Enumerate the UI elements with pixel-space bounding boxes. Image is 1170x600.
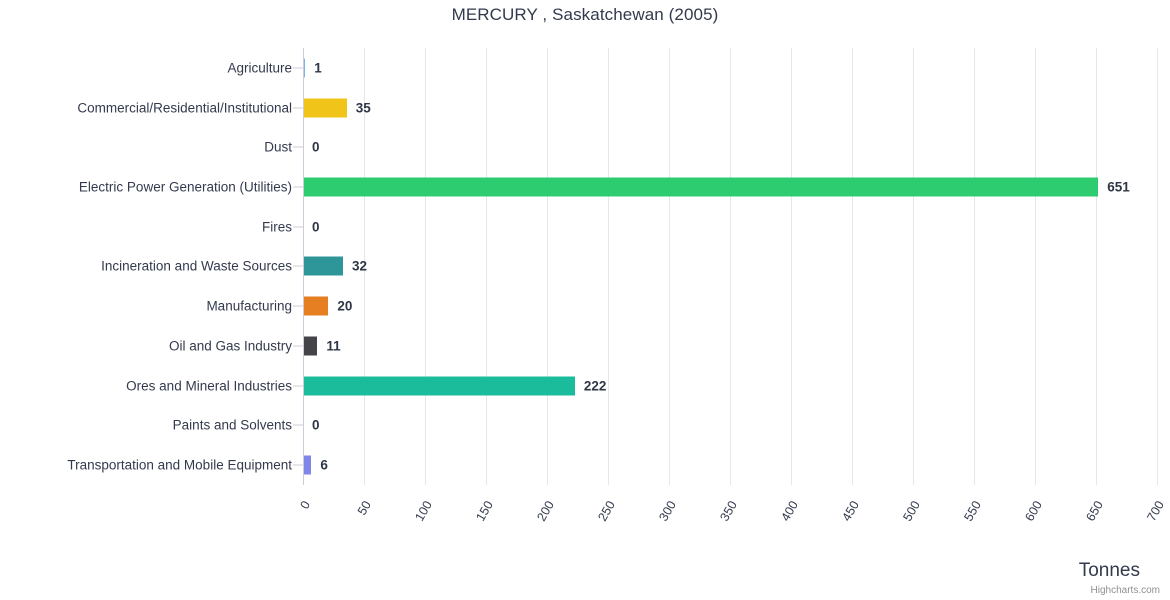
bar-row[interactable]: Incineration and Waste Sources 32 (0, 247, 1170, 287)
bar-value-label: 32 (352, 258, 368, 274)
bar-row[interactable]: Commercial/Residential/Institutional 35 (0, 88, 1170, 128)
bar-row[interactable]: Dust 0 (0, 127, 1170, 167)
axis-tick-mark (293, 345, 303, 347)
gridline-450 (852, 48, 853, 485)
x-tick-label: 650 (1083, 498, 1107, 524)
category-label: Electric Power Generation (Utilities) (78, 179, 292, 195)
y-axis-line (303, 48, 304, 485)
bar[interactable] (304, 455, 312, 475)
x-tick-label: 200 (534, 498, 558, 524)
bar-value-label: 0 (312, 219, 320, 235)
axis-tick-mark (293, 146, 303, 148)
bar-row[interactable]: Oil and Gas Industry 11 (0, 326, 1170, 366)
axis-tick-mark (293, 107, 303, 109)
x-tick-label: 0 (297, 498, 314, 512)
axis-tick-mark (293, 265, 303, 267)
gridline-500 (913, 48, 914, 485)
gridline-200 (547, 48, 548, 485)
x-tick-label: 550 (961, 498, 985, 524)
category-label: Transportation and Mobile Equipment (67, 457, 292, 473)
x-tick-label: 100 (412, 498, 436, 524)
bar-rows: Agriculture 1 Commercial/Residential/Insti… (0, 48, 1170, 485)
chart-title: MERCURY , Saskatchewan (2005) (451, 5, 719, 24)
x-axis-title: Tonnes (1078, 560, 1140, 581)
x-axis: 0 50 100 150 200 250 300 350 400 450 500 550 600 650 7… (0, 485, 1170, 545)
gridline-700 (1157, 48, 1158, 485)
bar[interactable] (304, 256, 344, 276)
category-label: Agriculture (227, 60, 292, 76)
bar-row[interactable]: Fires 0 (0, 207, 1170, 247)
x-tick-label: 400 (778, 498, 802, 524)
bar-row[interactable]: Paints and Solvents 0 (0, 406, 1170, 446)
plot-gridlines (303, 48, 1158, 485)
gridline-150 (486, 48, 487, 485)
gridline-300 (669, 48, 670, 485)
bar[interactable] (304, 58, 306, 78)
category-label: Fires (262, 219, 292, 235)
x-tick-label: 350 (717, 498, 741, 524)
gridline-100 (425, 48, 426, 485)
bar[interactable] (304, 296, 329, 316)
axis-tick-mark (293, 226, 303, 228)
axis-tick-mark (293, 385, 303, 387)
gridline-350 (730, 48, 731, 485)
axis-tick-mark (293, 464, 303, 466)
category-label: Incineration and Waste Sources (101, 258, 292, 274)
bar[interactable] (304, 376, 575, 396)
axis-tick-mark (293, 67, 303, 69)
bar[interactable] (304, 177, 1099, 197)
x-tick-label: 600 (1022, 498, 1046, 524)
category-label: Dust (264, 139, 292, 155)
axis-tick-mark (293, 305, 303, 307)
bar-row[interactable]: Agriculture 1 (0, 48, 1170, 88)
bar[interactable] (304, 336, 318, 356)
bar-value-label: 651 (1107, 179, 1130, 195)
category-label: Commercial/Residential/Institutional (77, 100, 292, 116)
axis-tick-mark (293, 186, 303, 188)
bar-row[interactable]: Manufacturing 20 (0, 286, 1170, 326)
bar-value-label: 35 (355, 100, 371, 116)
gridline-400 (791, 48, 792, 485)
axis-tick-mark (293, 424, 303, 426)
x-tick-label: 500 (900, 498, 924, 524)
x-tick-label: 300 (656, 498, 680, 524)
category-label: Ores and Mineral Industries (126, 378, 292, 394)
x-tick-label: 450 (839, 498, 863, 524)
gridline-550 (974, 48, 975, 485)
gridline-650 (1096, 48, 1097, 485)
gridline-600 (1035, 48, 1036, 485)
gridline-250 (608, 48, 609, 485)
bar-value-label: 20 (337, 298, 353, 314)
x-tick-label: 250 (595, 498, 619, 524)
x-tick-label: 50 (354, 498, 375, 518)
bar-value-label: 222 (583, 378, 607, 394)
x-tick-label: 150 (473, 498, 497, 524)
category-label: Paints and Solvents (172, 417, 292, 433)
bar-row[interactable]: Transportation and Mobile Equipment 6 (0, 445, 1170, 485)
bar-row[interactable]: Electric Power Generation (Utilities) 651 (0, 167, 1170, 207)
gridline-50 (364, 48, 365, 485)
bar-value-label: 1 (314, 60, 322, 76)
bar-row[interactable]: Ores and Mineral Industries 222 (0, 366, 1170, 406)
bar-value-label: 11 (326, 338, 341, 354)
bar-value-label: 0 (312, 417, 320, 433)
highcharts-credit: Highcharts.com (1090, 585, 1160, 596)
category-label: Oil and Gas Industry (168, 338, 292, 354)
bar[interactable] (304, 98, 347, 118)
bar-value-label: 6 (320, 457, 328, 473)
x-tick-label: 700 (1144, 498, 1168, 524)
bar-value-label: 0 (312, 139, 320, 155)
category-label: Manufacturing (206, 298, 292, 314)
